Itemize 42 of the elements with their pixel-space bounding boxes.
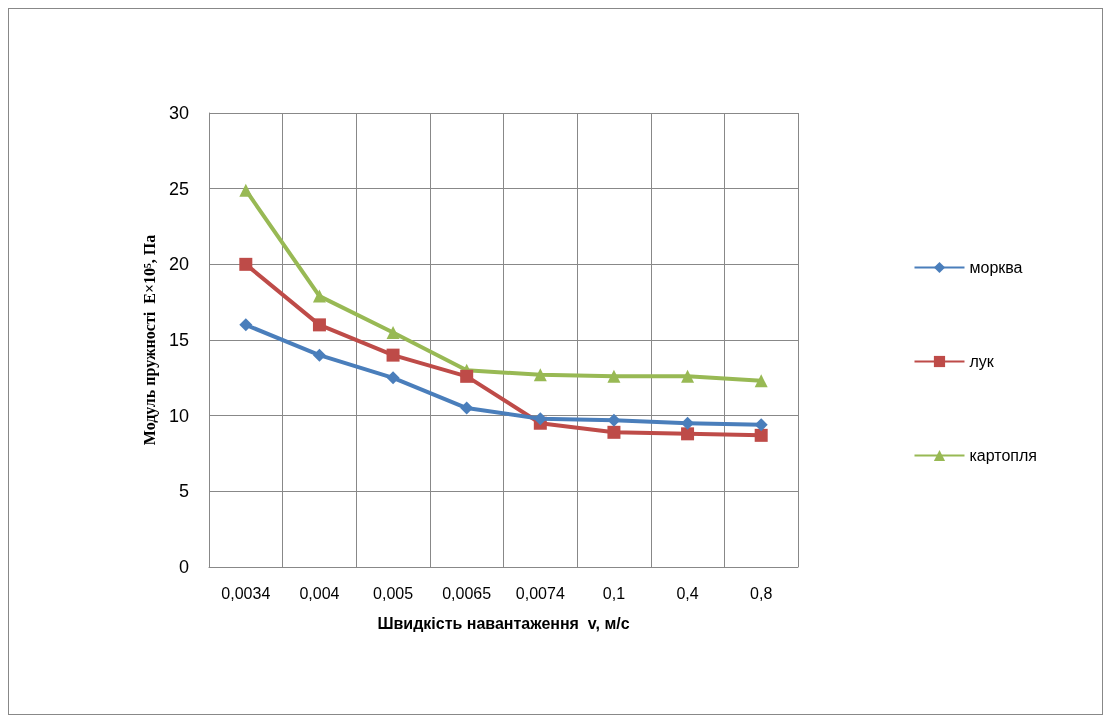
y-tick-label: 15 [168,330,189,350]
y-tick-label: 25 [168,178,189,199]
point [533,368,547,382]
point [754,428,768,442]
point [312,348,326,362]
y-tick-label: 20 [168,254,189,275]
x-tick-label: 0,0065 [442,584,492,602]
point [386,325,400,339]
x-axis-title: Швидкість навантаження v, м/с [377,614,630,632]
point [681,416,695,430]
point [312,289,326,303]
point [607,413,621,427]
x-tick-label: 0,1 [602,584,626,602]
y-tick-label: 10 [168,405,189,426]
point [386,348,400,362]
x-tick-label: 0,4 [676,584,699,602]
y-tick-label: 5 [178,481,189,502]
x-tick-label: 0,8 [750,584,773,602]
point [754,374,768,388]
x-tick-label: 0,0074 [515,584,565,602]
point [460,401,474,415]
point [312,318,326,332]
x-tick-label: 0,0034 [221,584,271,602]
point [607,369,621,383]
point [239,318,253,332]
y-tick-label: 0 [178,557,189,577]
x-tick-label: 0,004 [299,584,340,602]
y-tick-label: 30 [168,103,189,123]
point [681,369,695,383]
legend-label: картопля [969,447,1038,464]
point [754,418,768,432]
point [386,371,400,385]
legend-label: морква [969,259,1023,276]
point [607,425,621,439]
point [681,427,695,441]
legend-label: лук [969,353,995,370]
y-axis-title: Модуль пружності E×10⁵, Па [140,234,159,446]
point [239,257,253,271]
point [239,183,253,197]
x-tick-label: 0,005 [373,584,414,602]
point [533,412,547,426]
point [460,369,474,383]
